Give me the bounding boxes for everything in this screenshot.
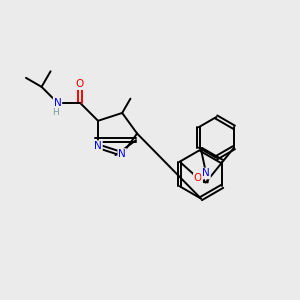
Text: N: N xyxy=(94,141,102,151)
Text: H: H xyxy=(52,108,58,117)
Text: N: N xyxy=(202,169,210,178)
Text: O: O xyxy=(194,173,202,183)
Text: O: O xyxy=(76,79,84,89)
Text: N: N xyxy=(54,98,61,108)
Text: N: N xyxy=(118,149,126,159)
